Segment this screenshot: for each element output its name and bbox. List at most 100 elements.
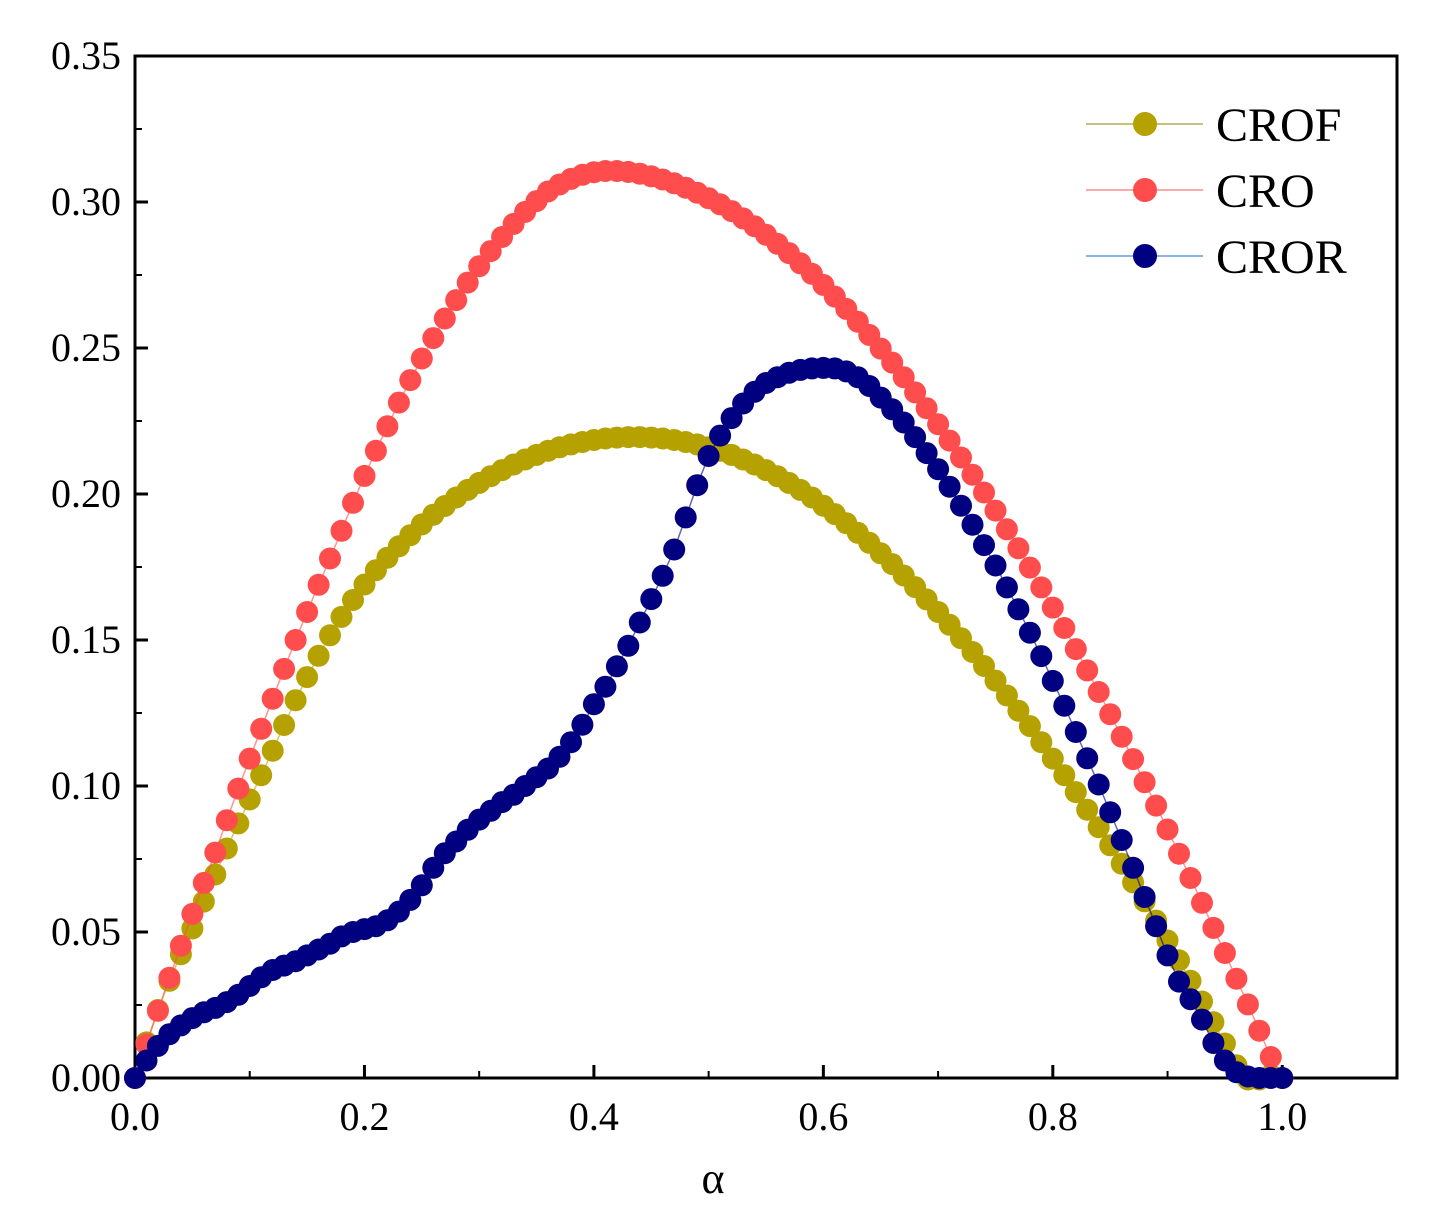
data-point [1145, 794, 1168, 817]
x-tick-label: 0.2 [339, 1094, 389, 1139]
x-tick-label: 1.0 [1257, 1094, 1307, 1139]
data-point [353, 464, 376, 487]
data-point [1064, 721, 1087, 743]
data-point [582, 693, 605, 716]
y-tick-label: 0.30 [51, 179, 121, 224]
data-point [1156, 818, 1179, 841]
data-point [261, 687, 284, 710]
data-point [468, 255, 491, 278]
data-point [1202, 1032, 1225, 1054]
data-point [1053, 694, 1076, 717]
data-point [927, 458, 950, 481]
data-point [1007, 598, 1030, 621]
data-point [238, 747, 261, 770]
data-point [617, 634, 640, 657]
data-point [1168, 970, 1190, 993]
y-tick-label: 0.00 [51, 1055, 121, 1100]
data-point [1064, 638, 1087, 661]
data-point [915, 397, 938, 420]
data-point [1087, 773, 1110, 796]
data-point [1133, 771, 1156, 794]
data-point [628, 611, 651, 634]
data-point [927, 413, 950, 436]
legend-label: CRO [1216, 165, 1315, 218]
data-point [995, 576, 1018, 599]
data-point [1099, 703, 1122, 726]
data-point [261, 739, 284, 762]
x-tick-label: 0.4 [569, 1094, 619, 1139]
data-point [892, 366, 915, 389]
data-point [250, 764, 273, 787]
legend-item-cror: CROR [1086, 231, 1347, 284]
x-tick-label: 0.6 [798, 1094, 848, 1139]
data-point [1156, 944, 1179, 967]
data-point [330, 605, 353, 628]
data-point [1110, 829, 1133, 851]
data-point [307, 644, 330, 667]
data-point [560, 731, 582, 754]
data-point [296, 666, 319, 689]
data-point [984, 554, 1007, 577]
data-point [686, 474, 709, 497]
data-point [1179, 867, 1202, 889]
data-point [342, 589, 364, 611]
data-point [456, 271, 479, 294]
data-point [342, 491, 364, 514]
data-point [1007, 699, 1030, 722]
data-point [387, 391, 410, 414]
series-cro [124, 160, 1294, 1089]
data-point [192, 871, 215, 894]
data-point [1133, 886, 1156, 908]
data-point [697, 445, 720, 467]
data-point [1168, 842, 1190, 865]
data-point [938, 429, 961, 452]
data-point [250, 717, 273, 740]
data-point [1191, 891, 1213, 914]
data-point [915, 442, 938, 465]
data-point [1087, 816, 1110, 839]
data-point [319, 547, 341, 570]
data-point [433, 307, 456, 330]
data-point [364, 439, 387, 462]
data-point [181, 902, 204, 925]
data-point [1076, 659, 1099, 682]
data-point [330, 519, 353, 542]
y-tick-label: 0.15 [51, 617, 121, 662]
legend-marker [1133, 112, 1157, 136]
legend-label: CROF [1216, 99, 1341, 152]
data-point [663, 538, 686, 561]
data-point [594, 675, 617, 698]
data-point [307, 573, 330, 596]
legend-marker [1133, 178, 1157, 202]
data-point [950, 446, 972, 469]
data-point [1110, 725, 1133, 748]
data-point [1030, 645, 1053, 668]
data-point [1018, 621, 1041, 644]
data-point [961, 513, 984, 536]
data-point [1259, 1046, 1282, 1068]
data-point [651, 564, 674, 587]
data-point [1041, 747, 1064, 770]
data-point [1041, 596, 1064, 619]
data-point [169, 934, 192, 957]
data-point [410, 347, 433, 370]
legend-item-crof: CROF [1086, 99, 1341, 152]
data-point [995, 518, 1018, 541]
data-point [1076, 747, 1099, 770]
data-point [1064, 781, 1087, 804]
data-point [674, 506, 697, 529]
data-point [984, 669, 1007, 692]
data-point [904, 426, 927, 449]
data-point [422, 327, 445, 350]
data-point [950, 494, 972, 517]
data-point [1248, 1019, 1271, 1042]
data-point [1225, 967, 1248, 990]
data-point [1018, 715, 1041, 738]
legend-label: CROR [1216, 231, 1347, 284]
data-point [1236, 993, 1259, 1016]
data-point [376, 415, 399, 438]
y-axis: 0.00 0.05 0.10 0.15 0.20 0.25 0.30 0.35 [51, 33, 148, 1100]
y-tick-label: 0.35 [51, 33, 121, 78]
data-point [215, 809, 238, 832]
